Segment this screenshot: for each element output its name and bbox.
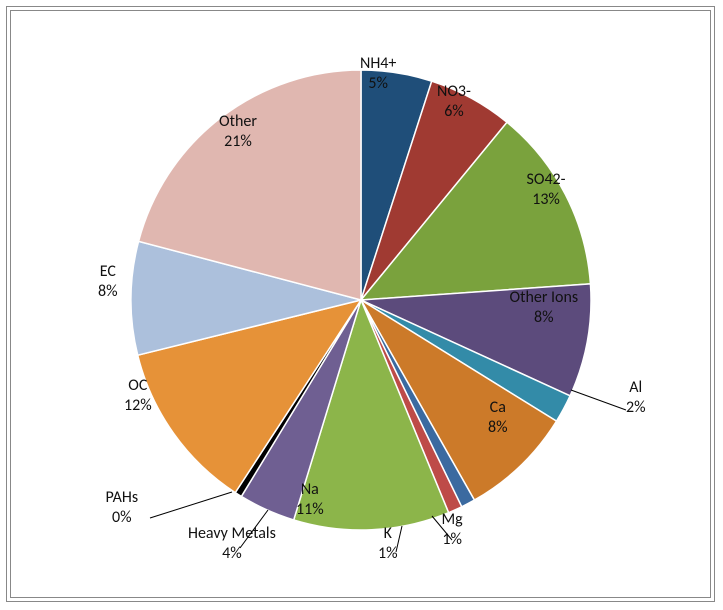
leader-lines (0, 0, 723, 610)
leader-line (432, 516, 452, 540)
leader-line (396, 526, 402, 552)
leader-line (240, 510, 268, 548)
leader-line (150, 492, 232, 518)
leader-line (571, 390, 626, 410)
